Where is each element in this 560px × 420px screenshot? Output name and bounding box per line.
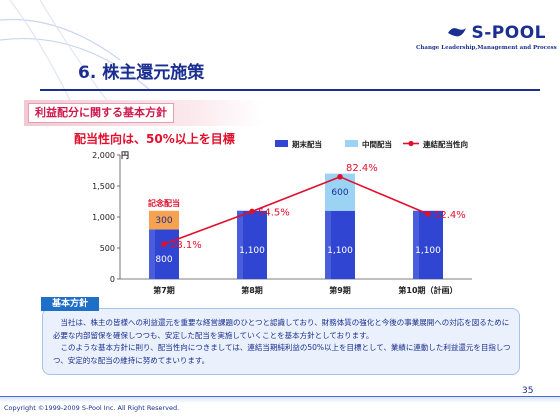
x-tick-label: 第9期 xyxy=(329,285,351,295)
y-tick-label: 1,000 xyxy=(92,213,115,222)
logo-mark-icon xyxy=(447,28,466,37)
payout-ratio-point xyxy=(425,211,431,217)
logo-tagline: Change Leadership,Management and Process xyxy=(416,45,557,51)
legend-label: 期末配当 xyxy=(292,139,322,149)
bar-data-label: 1,100 xyxy=(415,246,441,256)
bar-highlight xyxy=(149,229,155,279)
commemorative-annotation: 記念配当 xyxy=(148,198,180,208)
legend-marker xyxy=(408,140,414,147)
bar-highlight xyxy=(325,210,331,279)
payout-ratio-label: 82.4% xyxy=(346,163,378,174)
payout-ratio-label: 54.5% xyxy=(258,207,290,218)
payout-ratio-point xyxy=(249,208,255,215)
legend-label: 中間配当 xyxy=(362,139,392,149)
payout-ratio-point xyxy=(161,241,167,247)
footer-divider xyxy=(0,396,560,397)
legend-label: 連結配当性向 xyxy=(423,139,468,149)
payout-ratio-label: 28.1% xyxy=(170,240,202,251)
bar-highlight xyxy=(413,210,419,279)
page-number: 35 xyxy=(522,386,534,396)
company-logo: S-POOL Change Leadership,Management and … xyxy=(416,22,557,62)
legend-swatch xyxy=(345,140,358,147)
payout-ratio-point xyxy=(337,174,343,180)
payout-ratio-label: 52.4% xyxy=(434,210,466,221)
footer-gradient xyxy=(0,397,560,403)
bar-data-label: 1,100 xyxy=(327,246,353,256)
x-tick-label: 第10期（計画） xyxy=(398,285,457,295)
payout-ratio-line xyxy=(163,175,429,245)
title-underline xyxy=(40,89,540,91)
x-tick-label: 第7期 xyxy=(153,285,175,295)
bar-data-label: 300 xyxy=(155,216,172,226)
copyright: Copyright ©1999-2009 S-Pool Inc. All Rig… xyxy=(4,404,180,412)
page-title: 6. 株主還元施策 xyxy=(78,63,205,83)
policy-paragraph-2: このような基本方針に則り、配当性向につきましては、連結当期純利益の50%以上を目… xyxy=(53,343,511,365)
decorative-curves xyxy=(0,0,151,106)
bar-data-label: 600 xyxy=(331,188,348,198)
logo-text: S-POOL xyxy=(471,23,546,43)
y-tick-label: 1,500 xyxy=(92,182,115,191)
section-label: 利益配分に関する基本方針 xyxy=(28,103,174,123)
policy-box: 当社は、株主の皆様への利益還元を重要な経営課題のひとつと認識しており、財務体質の… xyxy=(42,308,520,375)
bar-data-label: 800 xyxy=(155,255,172,265)
policy-paragraph-1: 当社は、株主の皆様への利益還元を重要な経営課題のひとつと認識しており、財務体質の… xyxy=(53,318,510,340)
y-tick-label: 500 xyxy=(100,244,115,253)
bar-data-label: 1,100 xyxy=(239,246,265,256)
chart-subtitle: 配当性向は、50%以上を目標 xyxy=(74,132,235,146)
bar-highlight xyxy=(237,210,243,279)
y-tick-label: 0 xyxy=(110,275,115,284)
bar-commemorative xyxy=(149,210,179,230)
y-tick-label: 2,000 xyxy=(92,151,115,160)
y-unit-label: 円 xyxy=(121,151,129,160)
policy-label: 基本方針 xyxy=(41,297,99,311)
legend-swatch xyxy=(275,140,288,147)
bar-interim xyxy=(325,173,355,211)
x-tick-label: 第8期 xyxy=(241,285,263,295)
